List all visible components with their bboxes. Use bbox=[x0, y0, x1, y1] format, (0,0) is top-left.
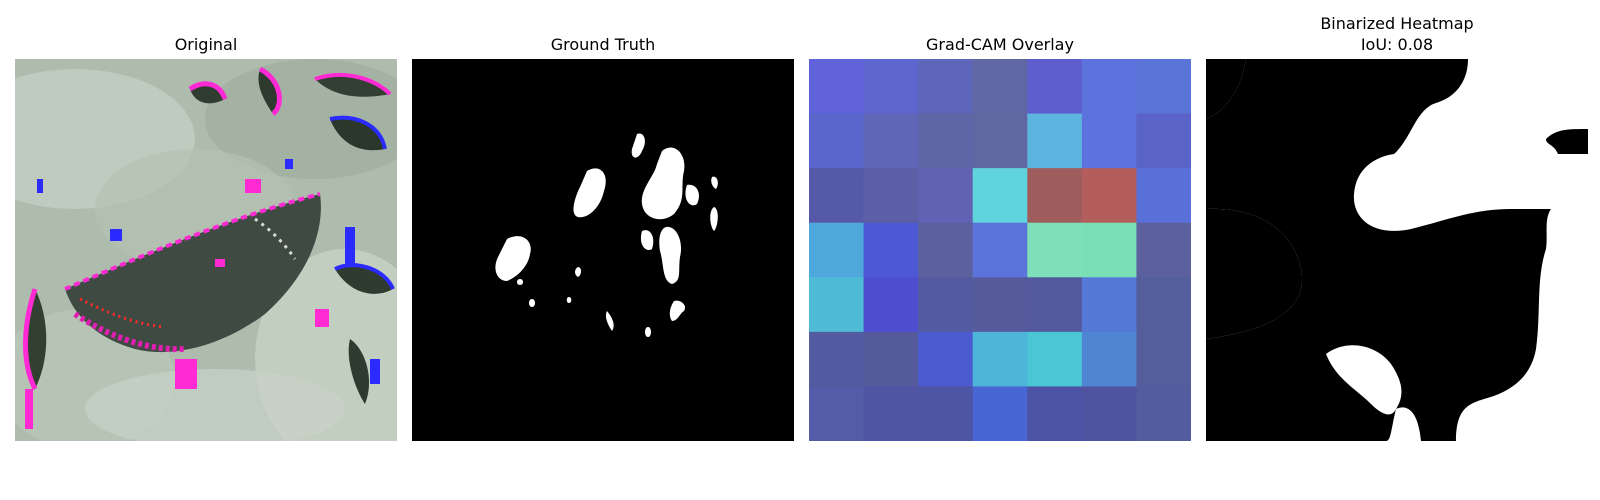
gradcam-cell bbox=[1136, 386, 1191, 441]
gradcam-cell bbox=[918, 59, 974, 115]
gradcam-cell bbox=[1027, 331, 1083, 388]
gradcam-cell bbox=[1136, 331, 1191, 388]
gradcam-cell bbox=[863, 168, 919, 224]
gradcam-cell bbox=[1027, 386, 1083, 441]
gradcam-cell bbox=[1136, 59, 1191, 115]
gradcam-cell bbox=[809, 222, 865, 278]
gradcam-cell bbox=[809, 331, 865, 388]
gradcam-cell bbox=[1081, 113, 1138, 169]
gradcam-cell bbox=[809, 113, 865, 169]
binarized-mask bbox=[1206, 59, 1588, 441]
gradcam-cell bbox=[1136, 113, 1191, 169]
panel-title-original: Original bbox=[174, 35, 238, 54]
gradcam-heatmap bbox=[809, 59, 1191, 441]
gradcam-cell bbox=[1027, 113, 1083, 169]
gradcam-cell bbox=[1081, 331, 1138, 388]
gradcam-cell bbox=[972, 113, 1028, 169]
panel-title-ground-truth: Ground Truth bbox=[550, 35, 656, 54]
gradcam-cell bbox=[863, 331, 919, 388]
panel-ground-truth: Ground Truth bbox=[412, 0, 794, 442]
gradcam-cell bbox=[918, 168, 974, 224]
panel-original: Original bbox=[15, 0, 397, 442]
gradcam-cell bbox=[1027, 59, 1083, 115]
gradcam-cell bbox=[863, 386, 919, 441]
gradcam-cell bbox=[809, 59, 865, 115]
gradcam-cell bbox=[1081, 59, 1138, 115]
gradcam-grid bbox=[809, 59, 1191, 441]
gradcam-cell bbox=[1081, 168, 1138, 224]
panel-title-gradcam: Grad-CAM Overlay bbox=[926, 35, 1074, 54]
gradcam-cell bbox=[863, 59, 919, 115]
panel-title-binarized: Binarized Heatmap bbox=[1320, 14, 1474, 33]
gradcam-cell bbox=[1027, 277, 1083, 333]
gradcam-cell bbox=[809, 386, 865, 441]
panel-gradcam-overlay: Grad-CAM Overlay bbox=[809, 0, 1191, 442]
gradcam-cell bbox=[972, 331, 1028, 388]
gradcam-cell bbox=[972, 222, 1028, 278]
ground-truth-mask bbox=[412, 59, 794, 441]
gradcam-cell bbox=[918, 277, 974, 333]
gradcam-cell bbox=[1081, 386, 1138, 441]
gradcam-cell bbox=[1081, 222, 1138, 278]
gradcam-cell bbox=[972, 168, 1028, 224]
gradcam-cell bbox=[918, 113, 974, 169]
gradcam-cell bbox=[972, 386, 1028, 441]
original-image bbox=[15, 59, 397, 441]
gradcam-cell bbox=[863, 113, 919, 169]
gradcam-cell bbox=[1136, 168, 1191, 224]
gradcam-cell bbox=[972, 59, 1028, 115]
gradcam-cell bbox=[1027, 168, 1083, 224]
gradcam-cell bbox=[918, 386, 974, 441]
gradcam-cell bbox=[1136, 222, 1191, 278]
gradcam-cell bbox=[1081, 277, 1138, 333]
panel-binarized-heatmap: Binarized Heatmap IoU: 0.08 bbox=[1206, 0, 1588, 442]
gradcam-cell bbox=[863, 277, 919, 333]
gradcam-cell bbox=[1136, 277, 1191, 333]
gradcam-cell bbox=[863, 222, 919, 278]
gradcam-cell bbox=[809, 277, 865, 333]
gradcam-cell bbox=[918, 222, 974, 278]
gradcam-cell bbox=[809, 168, 865, 224]
gradcam-cell bbox=[918, 331, 974, 388]
gradcam-cell bbox=[1027, 222, 1083, 278]
iou-label: IoU: 0.08 bbox=[1360, 35, 1434, 54]
gradcam-cell bbox=[972, 277, 1028, 333]
